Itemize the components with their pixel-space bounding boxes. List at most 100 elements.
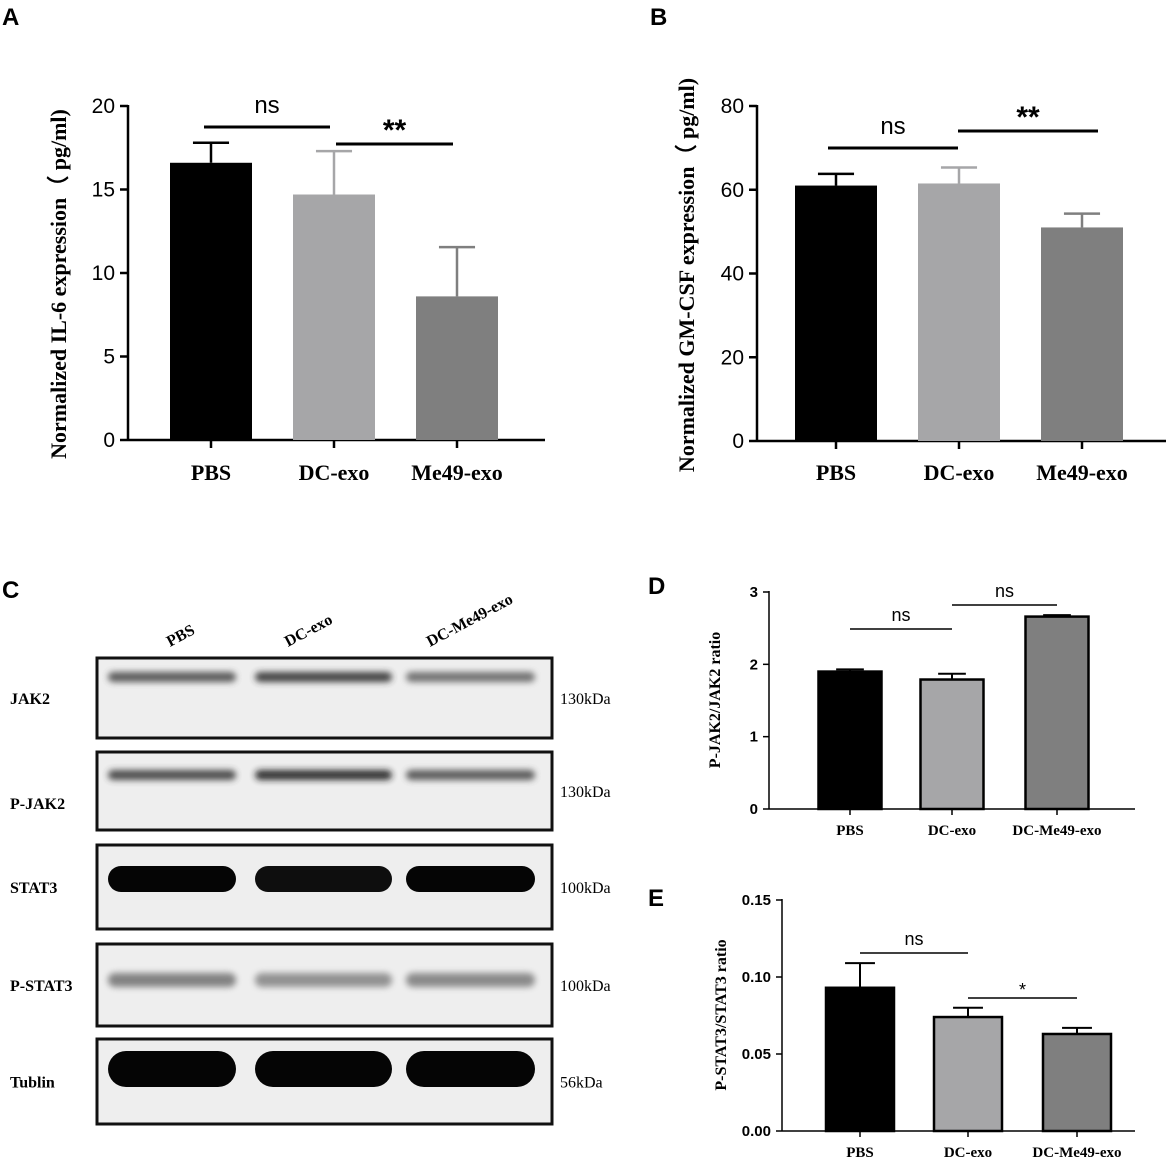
blot-mw-label: 100kDa bbox=[560, 880, 611, 897]
significance-label: * bbox=[1019, 980, 1026, 1000]
panel-letter-b: B bbox=[650, 4, 667, 31]
bar-dc-me49-exo bbox=[1041, 1032, 1113, 1133]
chart-pstat3-ratio: 0.00 0.05 0.10 0.15 P-STAT3/STAT3 ratio PBS DC… bbox=[713, 892, 1135, 1161]
bar-me49-exo bbox=[1041, 227, 1123, 441]
panel-letter-a: A bbox=[2, 4, 19, 31]
y-axis-label: Normalized IL-6 expression（ pg/ml) bbox=[46, 109, 71, 459]
chart-il6: 0 5 10 15 20 Normalized IL-6 expression（ pg/m… bbox=[46, 92, 545, 485]
y-tick-label: 0.15 bbox=[742, 892, 771, 909]
y-tick-label: 60 bbox=[721, 179, 744, 202]
significance-label: ns bbox=[904, 929, 923, 949]
blot-row-label: STAT3 bbox=[10, 880, 57, 897]
significance-label: ns bbox=[880, 113, 905, 140]
bar-dc-exo bbox=[293, 194, 375, 440]
blot-mw-label: 56kDa bbox=[560, 1075, 603, 1092]
chart-gmcsf: 0 20 40 60 80 Normalized GM-CSF expression（ p… bbox=[674, 78, 1166, 485]
blot-band bbox=[406, 973, 535, 987]
y-axis-label: P-JAK2/JAK2 ratio bbox=[707, 632, 724, 768]
blot-row-label: P-STAT3 bbox=[10, 978, 73, 995]
bar-me49-exo bbox=[416, 296, 498, 440]
blot-membrane bbox=[95, 656, 554, 740]
blot-row-p-stat3: P-STAT3 100kDa bbox=[10, 942, 611, 1028]
panel-letter-d: D bbox=[648, 573, 665, 600]
significance-label: ns bbox=[995, 581, 1014, 601]
blot-mw-label: 130kDa bbox=[560, 784, 611, 801]
y-tick-label: 0.00 bbox=[742, 1123, 771, 1140]
blot-band bbox=[108, 770, 236, 780]
bar-pbs bbox=[795, 185, 877, 441]
x-tick-label: PBS bbox=[191, 460, 231, 485]
y-tick-label: 1 bbox=[750, 729, 758, 746]
panel-letter-e: E bbox=[648, 885, 664, 912]
y-axis-label: P-STAT3/STAT3 ratio bbox=[713, 939, 730, 1090]
significance-label: ** bbox=[1016, 101, 1040, 134]
x-tick-label: DC-exo bbox=[924, 460, 995, 485]
y-tick-label: 2 bbox=[750, 656, 758, 673]
y-tick-label: 5 bbox=[103, 346, 115, 369]
blot-row-label: JAK2 bbox=[10, 691, 50, 708]
blot-row-p-jak2: P-JAK2 130kDa bbox=[10, 750, 611, 832]
blot-row-jak2: JAK2 130kDa bbox=[10, 656, 611, 740]
blot-band bbox=[406, 866, 535, 892]
x-tick-label: DC-Me49-exo bbox=[1032, 1145, 1121, 1161]
y-tick-label: 80 bbox=[721, 95, 744, 118]
blot-band bbox=[255, 672, 392, 682]
blot-row-tublin: Tublin 56kDa bbox=[10, 1037, 603, 1126]
western-blot: PBS DC-exo DC-Me49-exo JAK2 130kDa P-JAK2 130k… bbox=[10, 591, 611, 1126]
x-tick-label: DC-exo bbox=[944, 1145, 992, 1161]
blot-band bbox=[108, 1051, 236, 1087]
blot-row-stat3: STAT3 100kDa bbox=[10, 843, 611, 931]
blot-row-label: Tublin bbox=[10, 1075, 55, 1092]
blot-band bbox=[108, 672, 236, 682]
blot-band bbox=[108, 866, 236, 892]
blot-band bbox=[255, 973, 392, 987]
blot-row-label: P-JAK2 bbox=[10, 796, 65, 813]
y-tick-label: 20 bbox=[92, 95, 115, 118]
bar-dc-exo bbox=[918, 183, 1000, 441]
blot-band bbox=[108, 973, 236, 987]
significance-label: ns bbox=[254, 92, 279, 119]
x-tick-label: DC-exo bbox=[928, 823, 976, 839]
lane-label: PBS bbox=[164, 622, 198, 651]
x-tick-label: PBS bbox=[836, 823, 864, 839]
lane-label: DC-Me49-exo bbox=[424, 591, 516, 651]
y-axis-label: Normalized GM-CSF expression（ pg/ml) bbox=[674, 78, 699, 472]
blot-band bbox=[255, 866, 392, 892]
lane-label: DC-exo bbox=[282, 611, 335, 650]
bar-pbs bbox=[824, 986, 896, 1133]
blot-mw-label: 100kDa bbox=[560, 978, 611, 995]
blot-band bbox=[406, 1051, 535, 1087]
y-tick-label: 10 bbox=[92, 262, 115, 285]
bar-dc-exo bbox=[932, 1015, 1004, 1133]
blot-mw-label: 130kDa bbox=[560, 691, 611, 708]
blot-band bbox=[255, 770, 392, 780]
bar-pbs bbox=[817, 670, 883, 811]
bar-pbs bbox=[170, 162, 252, 440]
y-tick-label: 0.05 bbox=[742, 1046, 771, 1063]
y-tick-label: 0 bbox=[750, 801, 758, 818]
blot-band bbox=[255, 1051, 392, 1087]
bar-dc-exo bbox=[919, 678, 985, 811]
x-tick-label: PBS bbox=[816, 460, 856, 485]
bar-dc-me49-exo bbox=[1024, 615, 1090, 811]
panel-letter-c: C bbox=[2, 577, 19, 604]
y-tick-label: 0 bbox=[732, 430, 744, 453]
y-tick-label: 3 bbox=[750, 584, 758, 601]
y-tick-label: 15 bbox=[92, 179, 115, 202]
x-tick-label: PBS bbox=[846, 1145, 874, 1161]
blot-band bbox=[406, 770, 535, 780]
significance-label: ns bbox=[891, 605, 910, 625]
y-tick-label: 0 bbox=[103, 429, 115, 452]
x-tick-label: Me49-exo bbox=[1036, 460, 1128, 485]
y-tick-label: 20 bbox=[721, 346, 744, 369]
x-tick-label: Me49-exo bbox=[411, 460, 503, 485]
chart-pjak2-ratio: 0 1 2 3 P-JAK2/JAK2 ratio PBS DC-exo DC-Me49-ex… bbox=[707, 581, 1135, 839]
significance-label: ** bbox=[383, 114, 407, 147]
blot-band bbox=[406, 672, 535, 682]
y-tick-label: 40 bbox=[721, 263, 744, 286]
blot-membrane bbox=[95, 750, 554, 832]
y-tick-label: 0.10 bbox=[742, 969, 771, 986]
x-tick-label: DC-Me49-exo bbox=[1012, 823, 1101, 839]
x-tick-label: DC-exo bbox=[299, 460, 370, 485]
